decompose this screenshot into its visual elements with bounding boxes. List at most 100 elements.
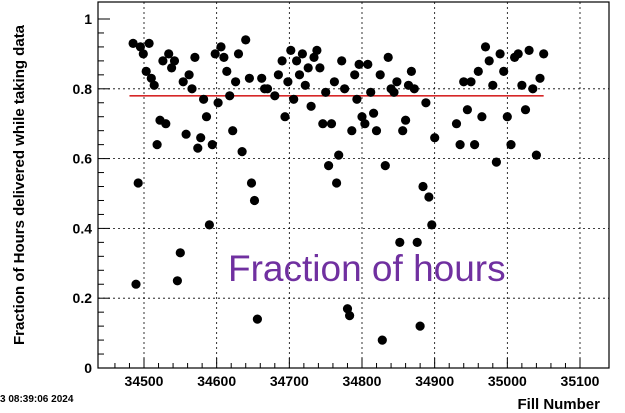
data-point — [427, 220, 437, 230]
data-point — [241, 35, 251, 45]
data-point — [181, 129, 191, 139]
data-point — [332, 178, 342, 188]
data-point — [270, 91, 280, 101]
data-point — [528, 84, 538, 94]
data-point — [204, 220, 214, 230]
data-point — [231, 77, 241, 87]
data-point — [219, 52, 229, 63]
data-point — [357, 112, 367, 122]
data-point — [315, 63, 325, 73]
data-point — [421, 98, 431, 108]
data-point — [216, 42, 226, 52]
data-point — [392, 77, 402, 87]
data-point — [131, 279, 141, 289]
data-point — [329, 77, 339, 87]
data-point — [484, 56, 494, 66]
data-point — [517, 80, 527, 90]
data-point — [326, 119, 337, 129]
data-point — [480, 42, 491, 52]
x-tick-label: 34600 — [197, 373, 236, 389]
data-point — [520, 105, 531, 115]
x-tick-label: 34700 — [270, 373, 309, 389]
y-axis-label: Fraction of Hours delivered while taking… — [11, 24, 28, 345]
data-point — [473, 66, 483, 76]
data-point — [257, 73, 267, 83]
data-point — [164, 49, 174, 59]
data-point — [424, 192, 434, 202]
data-point — [415, 321, 425, 331]
data-point — [377, 335, 387, 345]
tick-labels: 34500 34600 34700 34800 34900 35000 35100 0 0.2 0… — [73, 11, 600, 389]
data-point — [360, 119, 370, 129]
data-point — [398, 126, 408, 136]
data-point — [135, 42, 145, 52]
data-point — [375, 70, 385, 80]
data-point — [213, 98, 223, 108]
data-point — [383, 52, 393, 63]
data-point — [244, 73, 254, 83]
axis-ticks — [98, 18, 581, 369]
data-point — [249, 195, 260, 206]
data-point — [513, 49, 523, 59]
data-point — [354, 59, 364, 69]
y-tick-label: 0.4 — [73, 220, 93, 236]
y-tick-label: 0 — [84, 360, 92, 376]
data-point — [506, 140, 516, 150]
data-point — [455, 140, 465, 150]
data-point — [539, 49, 549, 59]
data-point — [462, 105, 472, 115]
data-point — [169, 56, 180, 66]
data-point — [412, 237, 422, 247]
x-tick-label: 34500 — [125, 373, 164, 389]
data-point — [210, 49, 220, 59]
data-point — [152, 140, 162, 150]
data-point — [347, 126, 357, 136]
data-point — [201, 112, 212, 122]
data-point — [318, 119, 328, 129]
data-point — [366, 87, 376, 97]
x-axis-label: Fill Number — [517, 396, 600, 413]
data-point — [380, 161, 390, 171]
x-tick-label: 34800 — [343, 373, 382, 389]
data-point — [303, 63, 313, 73]
data-point — [363, 59, 373, 69]
data-point — [167, 63, 177, 73]
data-point — [193, 143, 203, 153]
data-point — [300, 80, 310, 90]
data-points — [128, 35, 549, 345]
data-point — [246, 178, 257, 188]
data-point — [233, 49, 244, 59]
data-point — [237, 147, 247, 157]
data-point — [146, 73, 156, 83]
data-point — [228, 126, 238, 136]
data-point — [466, 77, 476, 87]
data-point — [418, 181, 428, 192]
data-point — [289, 94, 299, 104]
data-point — [184, 70, 194, 80]
data-point — [477, 112, 487, 122]
data-point — [158, 56, 168, 66]
data-point — [280, 112, 290, 122]
data-point — [222, 66, 232, 76]
data-point — [342, 304, 353, 314]
data-point — [369, 108, 379, 118]
data-point — [292, 56, 302, 66]
data-point — [324, 161, 334, 171]
data-point — [334, 150, 344, 160]
data-point — [535, 73, 545, 83]
data-point — [459, 77, 469, 87]
data-point — [149, 80, 159, 90]
data-point — [499, 66, 509, 76]
x-tick-label: 35100 — [561, 373, 600, 389]
timestamp: 3 08:39:06 2024 — [0, 394, 74, 405]
data-point — [225, 91, 235, 101]
data-point — [144, 38, 154, 49]
data-point — [488, 80, 498, 90]
data-point — [395, 237, 405, 247]
data-point — [531, 150, 542, 160]
data-point — [389, 87, 399, 97]
data-point — [141, 66, 151, 76]
data-point — [128, 38, 138, 49]
y-tick-label: 0.6 — [73, 151, 93, 167]
